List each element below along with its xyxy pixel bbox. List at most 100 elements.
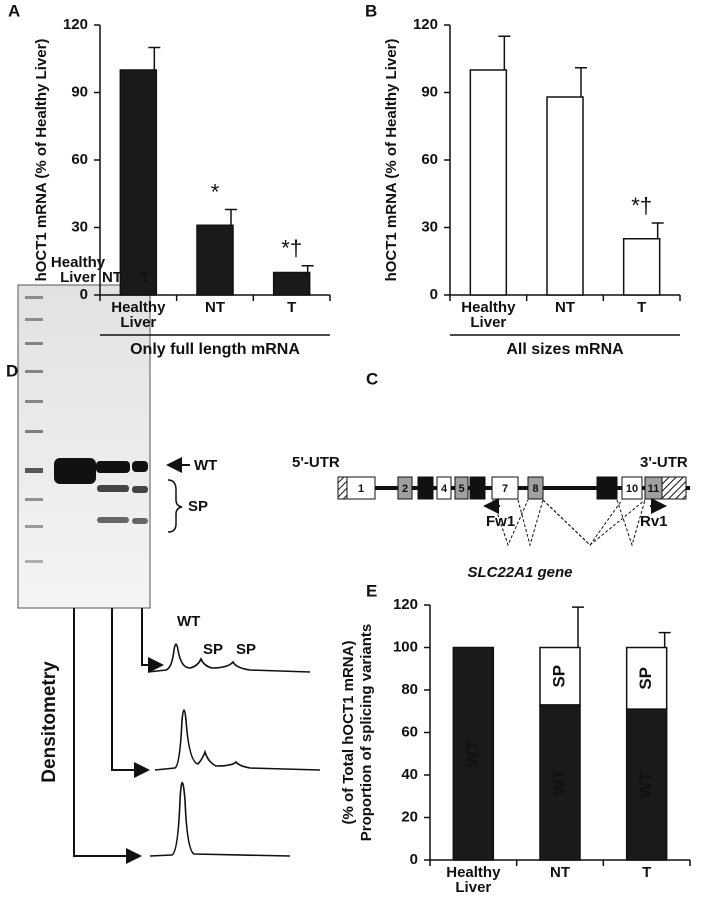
utr-box: [661, 476, 687, 500]
sp-bracket: [167, 479, 183, 533]
exon: [491, 476, 519, 500]
bar: [469, 69, 508, 296]
y-tick-label: 0: [430, 286, 438, 303]
splice-lines: [492, 499, 646, 547]
exon: [596, 476, 618, 500]
segment-label: WT: [549, 769, 568, 796]
exon-label: 3: [422, 483, 428, 495]
y-axis-label: hOCT1 mRNA (% of Healthy Liver): [33, 39, 50, 282]
exon-label: 9: [604, 483, 610, 495]
bar-segment: [452, 646, 495, 861]
y-axis-label: hOCT1 mRNA (% of Healthy Liver): [383, 39, 400, 282]
y-tick-label: 0: [80, 286, 88, 303]
y-tick-label: 0: [410, 851, 418, 868]
significance: *†: [631, 193, 652, 218]
exon: [621, 476, 643, 500]
panel-label: B: [365, 1, 377, 20]
exon-label: 7: [502, 483, 508, 495]
gel: [17, 284, 151, 609]
significance: *: [211, 179, 220, 204]
y-tick-label: 20: [401, 808, 418, 825]
utr-label: 5'-UTR: [292, 454, 340, 471]
gel-bands: [54, 458, 148, 524]
utr-box: [337, 476, 348, 500]
panel-label: A: [8, 1, 20, 20]
bar: [622, 238, 661, 296]
y-tick-label: 120: [393, 596, 418, 613]
exon: [397, 476, 413, 500]
lane-label: T: [140, 269, 150, 286]
bar-segment: [539, 646, 581, 706]
densitometry-traces: [147, 643, 321, 857]
y-tick-label: 90: [421, 83, 438, 100]
x-tick-label: Healthy Liver: [446, 864, 501, 896]
exon-label: 4: [441, 483, 448, 495]
x-tick-label: T: [637, 299, 647, 316]
y-axis-label: Proportion of splicing variants: [358, 624, 375, 842]
exon-label: 5: [458, 483, 464, 495]
bar-segment: [625, 646, 668, 710]
exon: [469, 476, 486, 500]
segment-label: WT: [463, 740, 482, 767]
x-axis-label: All sizes mRNA: [506, 341, 624, 358]
y-axis-label: (% of Total hOCT1 mRNA): [340, 641, 357, 825]
y-tick-label: 120: [63, 16, 88, 33]
significance: *†: [281, 236, 302, 261]
exon: [436, 476, 452, 500]
peak-label: SP: [236, 641, 256, 658]
x-tick-label: T: [287, 299, 297, 316]
y-tick-label: 80: [401, 681, 418, 698]
gene-label: SLC22A1 gene: [467, 564, 572, 581]
utr-label: 3'-UTR: [640, 454, 688, 471]
y-tick-label: 30: [71, 218, 88, 235]
segment-label: SP: [549, 665, 568, 688]
y-tick-label: 60: [421, 151, 438, 168]
y-tick-label: 100: [393, 638, 418, 655]
lane-label: Healthy Liver: [50, 254, 106, 286]
primer-label: Fw1: [486, 513, 515, 530]
x-tick-label: NT: [555, 299, 575, 316]
lane-label: NT: [102, 269, 122, 286]
band-label: SP: [188, 498, 208, 515]
panel-label: D: [6, 361, 18, 380]
densitometry-label: Densitometry: [39, 661, 60, 783]
panel-label: C: [366, 369, 378, 388]
y-tick-label: 40: [401, 766, 418, 783]
exon: [454, 476, 469, 500]
bar: [272, 271, 311, 296]
y-tick-label: 30: [421, 218, 438, 235]
panel-label: E: [366, 581, 377, 600]
bar: [119, 69, 158, 296]
exon-label: 8: [532, 483, 538, 495]
bar-segment: [539, 704, 581, 861]
exon: [527, 476, 544, 500]
bar-segment: [625, 708, 668, 861]
peak-label: WT: [177, 613, 200, 630]
band-label: WT: [194, 457, 217, 474]
y-tick-label: 60: [71, 151, 88, 168]
x-axis-label: Only full length mRNA: [130, 341, 300, 358]
primer-label: Rv1: [640, 513, 668, 530]
y-tick-label: 60: [401, 723, 418, 740]
densitometry-arrows: [73, 608, 164, 864]
y-tick-label: 120: [413, 16, 438, 33]
x-tick-label: T: [642, 864, 652, 881]
exon-label: 2: [402, 483, 408, 495]
bar: [196, 224, 234, 296]
x-tick-label: NT: [205, 299, 225, 316]
x-tick-label: Healthy Liver: [111, 299, 166, 331]
ladder: [25, 296, 43, 563]
exon: [346, 476, 376, 500]
exon-label: 6: [474, 483, 480, 495]
segment-label: SP: [636, 667, 655, 690]
x-tick-label: Healthy Liver: [461, 299, 516, 331]
bar: [546, 96, 584, 296]
peak-label: SP: [203, 641, 223, 658]
y-tick-label: 90: [71, 83, 88, 100]
exon-label: 10: [626, 483, 638, 495]
exon-label: 1: [358, 483, 364, 495]
exon: [417, 476, 434, 500]
x-tick-label: NT: [550, 864, 570, 881]
